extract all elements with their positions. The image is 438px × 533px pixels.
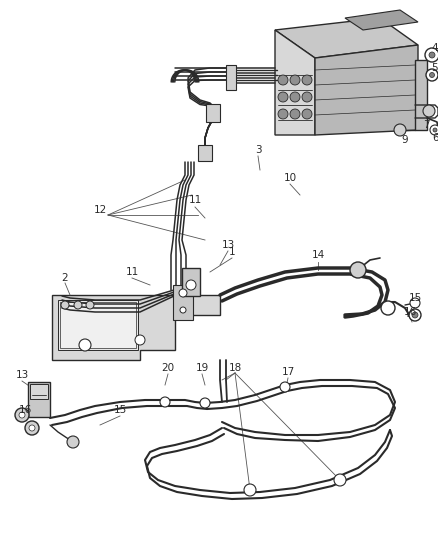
Circle shape bbox=[412, 312, 418, 318]
Circle shape bbox=[74, 301, 82, 309]
Polygon shape bbox=[275, 18, 418, 58]
Text: 11: 11 bbox=[125, 267, 138, 277]
Bar bbox=[226, 65, 236, 90]
Bar bbox=[415, 60, 427, 130]
Circle shape bbox=[350, 262, 366, 278]
Circle shape bbox=[79, 339, 91, 351]
Circle shape bbox=[425, 48, 438, 62]
Circle shape bbox=[200, 398, 210, 408]
Polygon shape bbox=[275, 30, 315, 135]
Circle shape bbox=[409, 309, 421, 321]
Text: 20: 20 bbox=[162, 363, 175, 373]
Text: 15: 15 bbox=[408, 293, 422, 303]
Text: 13: 13 bbox=[15, 370, 28, 380]
Polygon shape bbox=[52, 295, 220, 360]
Text: 5: 5 bbox=[432, 63, 438, 73]
Circle shape bbox=[160, 397, 170, 407]
Text: 18: 18 bbox=[228, 363, 242, 373]
Text: 15: 15 bbox=[113, 405, 127, 415]
Circle shape bbox=[429, 52, 435, 58]
Circle shape bbox=[278, 92, 288, 102]
Circle shape bbox=[423, 105, 435, 117]
Text: 16: 16 bbox=[403, 307, 417, 317]
Circle shape bbox=[280, 382, 290, 392]
Circle shape bbox=[430, 72, 434, 77]
Circle shape bbox=[302, 75, 312, 85]
Bar bbox=[28, 382, 50, 417]
Polygon shape bbox=[345, 10, 418, 30]
Text: 3: 3 bbox=[254, 145, 261, 155]
Circle shape bbox=[290, 109, 300, 119]
Circle shape bbox=[302, 92, 312, 102]
Bar bbox=[60, 302, 136, 348]
Bar bbox=[173, 285, 193, 320]
Text: 19: 19 bbox=[195, 363, 208, 373]
Circle shape bbox=[86, 301, 94, 309]
Circle shape bbox=[61, 301, 69, 309]
Text: 11: 11 bbox=[188, 195, 201, 205]
Circle shape bbox=[290, 92, 300, 102]
Polygon shape bbox=[315, 45, 418, 135]
Circle shape bbox=[302, 109, 312, 119]
Circle shape bbox=[290, 75, 300, 85]
Circle shape bbox=[15, 408, 29, 422]
Text: 6: 6 bbox=[433, 133, 438, 143]
Circle shape bbox=[410, 298, 420, 308]
Text: 4: 4 bbox=[432, 43, 438, 53]
Text: 10: 10 bbox=[283, 173, 297, 183]
Bar bbox=[206, 104, 220, 122]
Circle shape bbox=[278, 109, 288, 119]
Circle shape bbox=[381, 301, 395, 315]
Circle shape bbox=[19, 412, 25, 418]
Bar bbox=[198, 145, 212, 161]
Circle shape bbox=[25, 421, 39, 435]
Circle shape bbox=[394, 124, 406, 136]
Text: 14: 14 bbox=[311, 250, 325, 260]
Text: 17: 17 bbox=[281, 367, 295, 377]
Bar bbox=[182, 268, 200, 296]
Text: 16: 16 bbox=[18, 405, 32, 415]
Text: 9: 9 bbox=[402, 135, 408, 145]
Circle shape bbox=[278, 75, 288, 85]
Circle shape bbox=[426, 69, 438, 81]
Bar bbox=[58, 300, 138, 350]
Circle shape bbox=[179, 289, 187, 297]
Circle shape bbox=[186, 280, 196, 290]
Circle shape bbox=[67, 436, 79, 448]
Text: 7: 7 bbox=[423, 120, 429, 130]
Circle shape bbox=[430, 125, 438, 135]
Circle shape bbox=[334, 474, 346, 486]
Circle shape bbox=[29, 425, 35, 431]
Circle shape bbox=[433, 128, 437, 132]
Text: 1: 1 bbox=[229, 247, 235, 257]
Text: 12: 12 bbox=[93, 205, 106, 215]
Bar bbox=[30, 384, 48, 399]
Text: 2: 2 bbox=[62, 273, 68, 283]
Circle shape bbox=[180, 307, 186, 313]
Circle shape bbox=[135, 335, 145, 345]
Text: 13: 13 bbox=[221, 240, 235, 250]
Circle shape bbox=[244, 484, 256, 496]
